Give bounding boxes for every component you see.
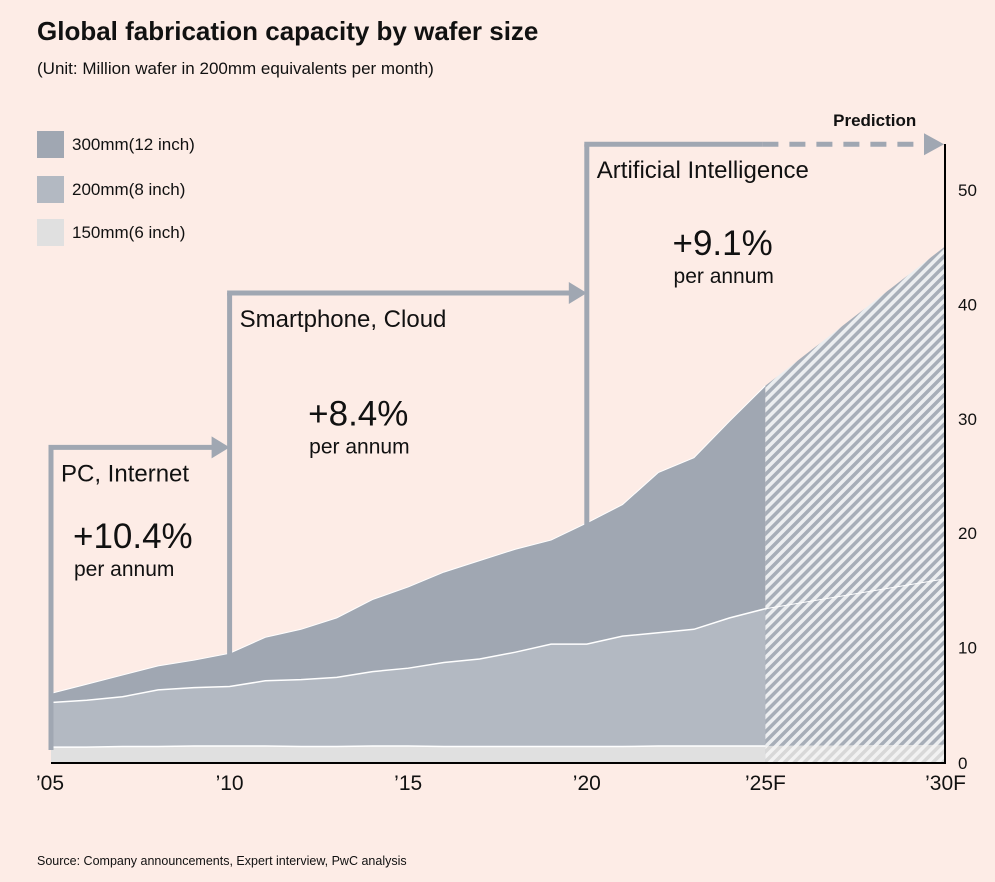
- prediction-label: Prediction: [833, 111, 916, 130]
- chart-title: Global fabrication capacity by wafer siz…: [37, 16, 539, 46]
- era-label: Smartphone, Cloud: [240, 306, 447, 333]
- legend-swatch-300mm: [37, 131, 64, 158]
- legend-label-200mm: 200mm(8 inch): [72, 179, 186, 199]
- era-growth-rate: +8.4%: [308, 395, 408, 434]
- era-growth-unit: per annum: [309, 436, 409, 459]
- legend-item-150mm: 150mm(6 inch): [37, 219, 185, 246]
- total-outline: [50, 385, 766, 694]
- legend-label-150mm: 150mm(6 inch): [72, 222, 186, 242]
- area-200mm: [51, 608, 766, 762]
- era-label: PC, Internet: [61, 460, 189, 487]
- x-tick-label: ’10: [216, 772, 244, 795]
- forecast-area-150: [765, 744, 944, 762]
- area-200mm-boundary: [50, 578, 945, 704]
- arrow-head-icon: [211, 436, 230, 459]
- y-tick-label: 50: [958, 181, 977, 200]
- legend-swatch-200mm: [37, 176, 64, 203]
- arrow-head-icon: [568, 281, 587, 304]
- forecast-area-300-200: [765, 247, 944, 746]
- forecast-boundary-200: [765, 578, 945, 610]
- y-tick-label: 30: [958, 410, 977, 429]
- era-label: Artificial Intelligence: [597, 157, 809, 184]
- y-tick-label: 40: [958, 295, 977, 314]
- y-tick-label: 0: [958, 754, 967, 773]
- x-tick-label: ’30F: [925, 772, 966, 795]
- era-growth-rate: +10.4%: [73, 517, 193, 556]
- era-growth-rate: +9.1%: [673, 224, 773, 263]
- x-tick-label: ’05: [36, 772, 64, 795]
- source-note: Source: Company announcements, Expert in…: [37, 854, 407, 868]
- x-tick-label: ’20: [573, 772, 601, 795]
- arrow-head-icon: [924, 133, 944, 156]
- legend-item-300mm: 300mm(12 inch): [37, 131, 195, 158]
- area-150mm-boundary: [51, 744, 945, 748]
- x-tick-label: ’25F: [745, 772, 786, 795]
- x-tick-label: ’15: [394, 772, 422, 795]
- legend-item-200mm: 200mm(8 inch): [37, 176, 185, 203]
- legend-label-300mm: 300mm(12 inch): [72, 134, 195, 154]
- era-growth-unit: per annum: [674, 265, 774, 288]
- area-150mm: [51, 745, 766, 762]
- legend-swatch-150mm: [37, 219, 64, 246]
- y-tick-label: 10: [958, 639, 977, 658]
- era-growth-unit: per annum: [74, 558, 174, 581]
- y-tick-label: 20: [958, 524, 977, 543]
- chart-subtitle: (Unit: Million wafer in 200mm equivalent…: [37, 59, 434, 78]
